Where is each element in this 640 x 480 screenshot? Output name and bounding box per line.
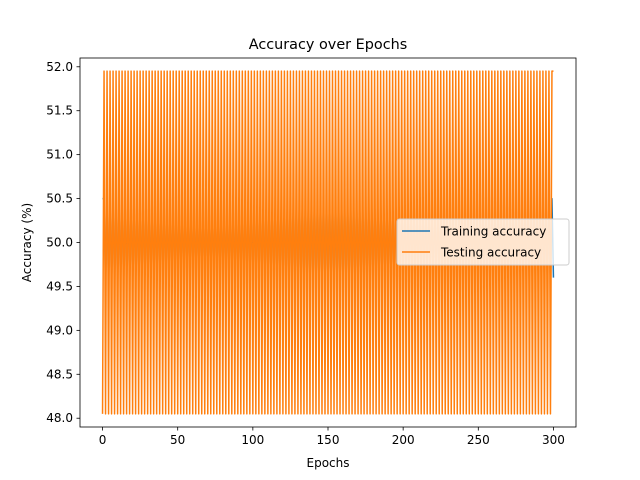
x-tick-label: 200 — [392, 433, 415, 447]
legend-label: Training accuracy — [440, 225, 546, 239]
y-tick-label: 51.0 — [46, 148, 73, 162]
y-tick-label: 49.5 — [46, 279, 73, 293]
y-axis-label: Accuracy (%) — [20, 203, 34, 282]
x-tick-label: 50 — [170, 433, 185, 447]
x-tick-label: 250 — [467, 433, 490, 447]
y-tick-label: 49.0 — [46, 323, 73, 337]
y-tick-label: 48.0 — [46, 411, 73, 425]
y-tick-label: 52.0 — [46, 60, 73, 74]
x-tick-label: 0 — [99, 433, 107, 447]
x-axis-label: Epochs — [307, 456, 350, 470]
x-axis: 0 50 100 150 200 250 300 — [99, 427, 565, 447]
legend: Training accuracy Testing accuracy — [396, 218, 570, 266]
y-tick-label: 48.5 — [46, 367, 73, 381]
legend-label: Testing accuracy — [440, 246, 541, 260]
y-tick-label: 50.0 — [46, 236, 73, 250]
series-layer — [101, 70, 555, 415]
y-axis: 48.0 48.5 49.0 49.5 50.0 50.5 51.0 51.5 52.0 — [46, 60, 80, 425]
y-tick-label: 51.5 — [46, 104, 73, 118]
chart-title: Accuracy over Epochs — [249, 37, 408, 53]
legend-box — [396, 218, 570, 266]
y-tick-label: 50.5 — [46, 192, 73, 206]
x-tick-label: 150 — [317, 433, 340, 447]
x-tick-label: 100 — [241, 433, 264, 447]
x-tick-label: 300 — [542, 433, 565, 447]
series-line-testing-accuracy — [101, 70, 554, 415]
